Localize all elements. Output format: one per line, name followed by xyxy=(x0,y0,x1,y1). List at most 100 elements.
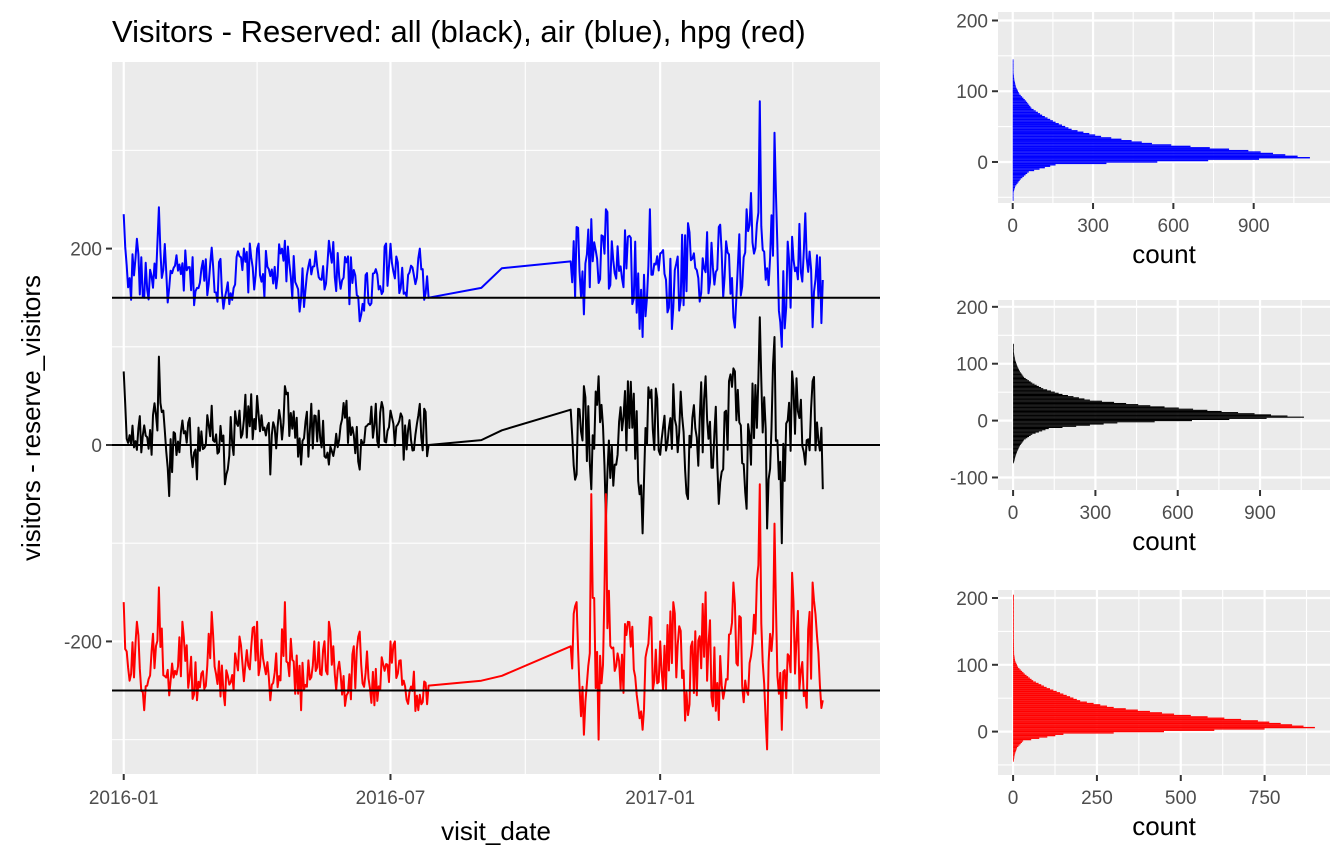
histogram-bar-hpg xyxy=(1013,757,1015,759)
histogram-bar-air xyxy=(1012,127,1069,129)
histogram-bar-all xyxy=(1013,402,1127,405)
histogram-bar-all xyxy=(1013,366,1018,368)
histogram-bar-all xyxy=(1013,460,1015,463)
histogram-bar-hpg xyxy=(1013,600,1014,602)
histogram-bar-hpg xyxy=(1013,654,1015,657)
histogram-bar-air xyxy=(1012,186,1015,189)
y-axis-title: visitors - reserve_visitors xyxy=(16,275,46,561)
histogram-bar-hpg xyxy=(1013,669,1021,671)
x-tick-label: 2017-01 xyxy=(625,788,695,809)
histogram-bar-hpg xyxy=(1013,716,1208,718)
histogram-bar-hpg xyxy=(1013,633,1014,635)
histogram-bar-hpg xyxy=(1013,730,1164,733)
histogram-bar-air xyxy=(1012,141,1142,143)
histogram-bar-air xyxy=(1012,110,1036,112)
histogram-bar-all xyxy=(1013,422,1118,424)
histogram-bar-hpg xyxy=(1013,752,1016,754)
histogram-bar-air xyxy=(1012,65,1014,67)
histogram-bar-air xyxy=(1012,154,1286,156)
x-tick-label: 900 xyxy=(1238,216,1270,237)
histogram-bar-air xyxy=(1012,87,1017,90)
histogram-bar-hpg xyxy=(1013,678,1032,681)
histogram-bar-hpg xyxy=(1013,634,1014,637)
histogram-bar-air xyxy=(1012,125,1066,128)
histogram-bar-hpg xyxy=(1013,672,1024,674)
histogram-bar-all xyxy=(1013,346,1014,348)
all-histogram: -100 0 100 200 0 300 600 900 count xyxy=(950,298,1330,556)
histogram-bar-hpg xyxy=(1013,734,1056,737)
histogram-bar-hpg xyxy=(1013,677,1030,679)
histogram-bar-all xyxy=(1013,400,1102,402)
histogram-bar-air xyxy=(1012,101,1028,104)
histogram-bar-all xyxy=(1013,383,1035,385)
histogram-bar-hpg xyxy=(1013,686,1047,689)
histogram-bar-air xyxy=(1012,74,1014,77)
histogram-bar-air xyxy=(1012,66,1014,68)
histogram-bar-hpg xyxy=(1013,668,1020,670)
histogram-bar-hpg xyxy=(1013,608,1014,610)
histogram-bar-hpg xyxy=(1013,610,1014,613)
histogram-bar-hpg xyxy=(1013,698,1077,701)
histogram-bar-air xyxy=(1012,97,1024,100)
histogram-bar-hpg xyxy=(1013,737,1040,739)
histogram-bar-air xyxy=(1012,72,1014,74)
histogram-bar-hpg xyxy=(1013,617,1014,619)
histogram-bar-hpg xyxy=(1013,732,1114,734)
x-tick-label: 2016-01 xyxy=(89,788,159,809)
histogram-bar-all xyxy=(1013,387,1042,389)
histogram-bar-all xyxy=(1013,425,1077,427)
histogram-bar-all xyxy=(1013,355,1015,357)
histogram-bar-hpg xyxy=(1013,729,1215,731)
histogram-bar-all xyxy=(1013,429,1046,431)
histogram-bar-all xyxy=(1013,358,1016,360)
histogram-bar-air xyxy=(1012,69,1014,71)
histogram-bar-hpg xyxy=(1013,709,1138,711)
x-tick-label: 0 xyxy=(1007,216,1018,237)
histogram-bar-hpg xyxy=(1013,749,1017,751)
histogram-bar-hpg xyxy=(1013,657,1015,659)
histogram-bar-hpg xyxy=(1013,676,1029,678)
histogram-bar-air xyxy=(1012,100,1027,102)
histogram-bar-hpg xyxy=(1013,664,1017,666)
histogram-bar-air xyxy=(1012,138,1122,141)
histogram-bar-air xyxy=(1012,108,1034,111)
histogram-bar-hpg xyxy=(1013,700,1081,702)
histogram-bar-air xyxy=(1012,60,1014,63)
histogram-bar-hpg xyxy=(1013,706,1114,709)
histogram-bar-all xyxy=(1013,389,1048,391)
histogram-bar-air xyxy=(1012,157,1310,159)
histogram-bar-air xyxy=(1012,188,1015,190)
histogram-bar-air xyxy=(1012,63,1014,66)
histogram-bar-hpg xyxy=(1013,626,1014,629)
y-tick-label: 0 xyxy=(91,436,102,457)
histogram-bar-air xyxy=(1012,132,1090,135)
histogram-bar-hpg xyxy=(1013,598,1014,601)
histogram-bar-hpg xyxy=(1013,661,1016,663)
histogram-bar-air xyxy=(1012,90,1019,92)
histogram-bar-air xyxy=(1012,117,1048,119)
histogram-bar-hpg xyxy=(1013,710,1150,713)
histogram-bar-all xyxy=(1013,442,1022,444)
histogram-bar-hpg xyxy=(1013,724,1293,726)
histogram-bar-hpg xyxy=(1013,650,1015,653)
histogram-bar-air xyxy=(1012,142,1152,145)
histogram-bar-all xyxy=(1013,399,1090,401)
y-tick-label: 100 xyxy=(956,82,988,103)
histogram-bar-air xyxy=(1012,93,1020,95)
histogram-bar-all xyxy=(1013,453,1017,455)
histogram-bar-all xyxy=(1013,381,1031,383)
histogram-bar-air xyxy=(1012,199,1014,201)
histogram-bar-hpg xyxy=(1013,605,1014,607)
histogram-bar-all xyxy=(1013,380,1030,382)
histogram-bar-air xyxy=(1012,189,1015,191)
histogram-bar-hpg xyxy=(1013,601,1014,603)
histogram-bar-hpg xyxy=(1013,758,1014,761)
histogram-bar-all xyxy=(1013,369,1020,372)
histogram-bar-hpg xyxy=(1013,649,1015,651)
histogram-bar-air xyxy=(1012,99,1025,101)
histogram-bar-hpg xyxy=(1013,653,1015,655)
histogram-bar-air xyxy=(1012,128,1072,131)
histogram-bar-air xyxy=(1012,162,1107,165)
histogram-bar-hpg xyxy=(1013,692,1061,694)
histogram-bar-air xyxy=(1012,166,1045,169)
